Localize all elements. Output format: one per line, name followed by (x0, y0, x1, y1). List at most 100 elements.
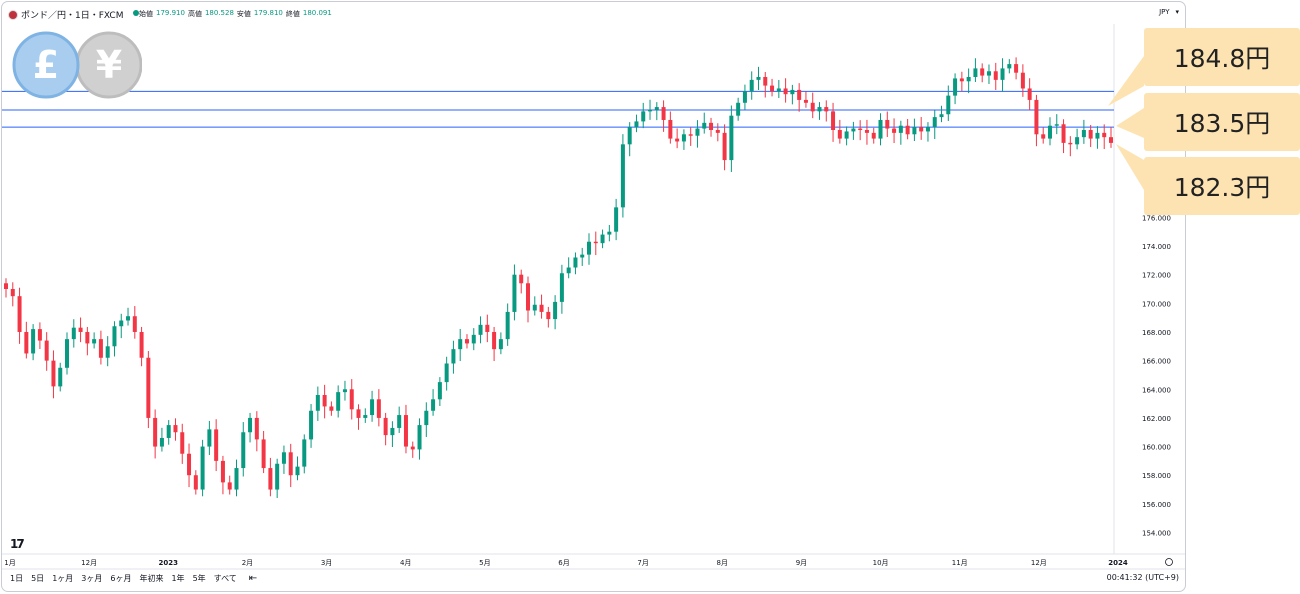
currency-coins-logo: ¥ £ (12, 31, 142, 99)
candle-body (681, 134, 686, 142)
price-chart[interactable]: 154.000 156.000 158.000 160.000 162.000 164.0… (2, 2, 1186, 592)
candle-body (275, 463, 280, 490)
candle-body (1102, 132, 1107, 138)
candle-body (302, 439, 307, 467)
callout-tail-bottom (1116, 144, 1144, 190)
range-button-2[interactable]: 1ヶ月 (52, 574, 74, 583)
candle-body (153, 417, 158, 447)
candle-body (1054, 124, 1059, 126)
candle-body (132, 316, 137, 332)
candle-body (98, 339, 103, 358)
candle-body (187, 453, 192, 476)
candle-body (864, 130, 869, 133)
candle-body (1109, 137, 1113, 143)
candle-body (648, 109, 653, 112)
y-tick-label: 162.000 (1142, 415, 1171, 423)
candle-body (139, 331, 144, 358)
range-button-5[interactable]: 年初来 (139, 574, 164, 583)
x-tick-label: 5月 (479, 559, 490, 567)
candle-body (4, 283, 8, 289)
range-button-7[interactable]: 5年 (192, 574, 206, 583)
settings-icon (1165, 558, 1173, 566)
candle-body (71, 327, 76, 340)
candle-body (566, 267, 571, 274)
candle-body (464, 339, 469, 344)
candle-body (675, 138, 680, 142)
currency-label: JPY (1159, 8, 1170, 16)
candle-body (756, 77, 761, 80)
candle-body (492, 331, 497, 350)
range-button-1[interactable]: 5日 (31, 574, 45, 583)
candle-body (220, 460, 225, 483)
candle-body (370, 399, 375, 416)
candle-body (824, 107, 829, 112)
candle-body (966, 77, 971, 82)
candle-body (1061, 124, 1066, 143)
callout-183-5: 183.5円 (1144, 93, 1300, 151)
x-tick-label: 11月 (952, 559, 968, 567)
symbol-info[interactable]: ポンド／円・1日・FXCM (8, 8, 123, 21)
high-label: 高値 (187, 10, 202, 18)
candle-body (668, 119, 673, 139)
open-label: 始値 (139, 10, 153, 18)
x-tick-label: 2月 (242, 559, 253, 567)
candle-body (193, 475, 198, 490)
candle-body (10, 289, 15, 297)
candle-body (254, 417, 259, 440)
candle-body (797, 89, 802, 100)
x-tick-label: 4月 (400, 559, 411, 567)
candle-body (105, 346, 110, 358)
candle-body (946, 95, 951, 115)
candle-body (783, 88, 788, 95)
range-button-6[interactable]: 1年 (171, 574, 185, 583)
x-tick-label: 1月 (4, 559, 15, 567)
range-button-0[interactable]: 1日 (10, 574, 24, 583)
close-label: 終値 (285, 10, 300, 18)
chart-panel: 154.000 156.000 158.000 160.000 162.000 164.0… (1, 1, 1186, 592)
x-tick-label: 2023 (159, 559, 179, 567)
candle-body (627, 127, 632, 145)
candle-body (356, 409, 361, 418)
candle-body (17, 296, 22, 332)
candle-body (329, 406, 334, 411)
candle-body (478, 324, 483, 335)
candle-body (281, 452, 286, 464)
candle-body (993, 71, 998, 80)
candle-body (85, 331, 90, 344)
candle-body (553, 301, 558, 320)
y-tick-label: 156.000 (1142, 501, 1171, 509)
candle-body (1088, 130, 1093, 139)
candle-body (444, 363, 449, 383)
candle-body (214, 429, 219, 461)
candle-body (417, 425, 422, 450)
range-button-8[interactable]: すべて (213, 574, 237, 583)
candle-body (180, 432, 185, 454)
candle-body (37, 329, 42, 341)
candle-body (905, 125, 910, 135)
candle-body (742, 91, 747, 103)
candle-body (1020, 72, 1025, 89)
y-tick-label: 160.000 (1142, 444, 1171, 452)
range-button-3[interactable]: 3ヶ月 (81, 574, 103, 583)
candle-body (729, 115, 734, 161)
candle-body (817, 107, 822, 112)
currency-selector[interactable]: JPY ▾ (1159, 8, 1179, 16)
callout-tail-top (1108, 56, 1144, 106)
candle-body (112, 326, 117, 347)
candle-body (471, 334, 476, 344)
candle-body (912, 127, 917, 135)
goto-date-icon[interactable]: ⇤ (248, 573, 258, 584)
open-value: 179.910 (156, 9, 185, 17)
candle-body (1041, 134, 1046, 139)
candle-body (1027, 88, 1032, 100)
range-button-4[interactable]: 6ヶ月 (110, 574, 132, 583)
candle-body (953, 78, 958, 96)
candle-body (241, 432, 246, 469)
candle-body (919, 127, 924, 132)
y-tick-label: 170.000 (1142, 300, 1171, 308)
candle-body (44, 340, 49, 361)
candle-body (641, 111, 646, 122)
candle-body (248, 417, 253, 433)
candle-body (810, 102, 815, 112)
candle-body (573, 257, 578, 268)
